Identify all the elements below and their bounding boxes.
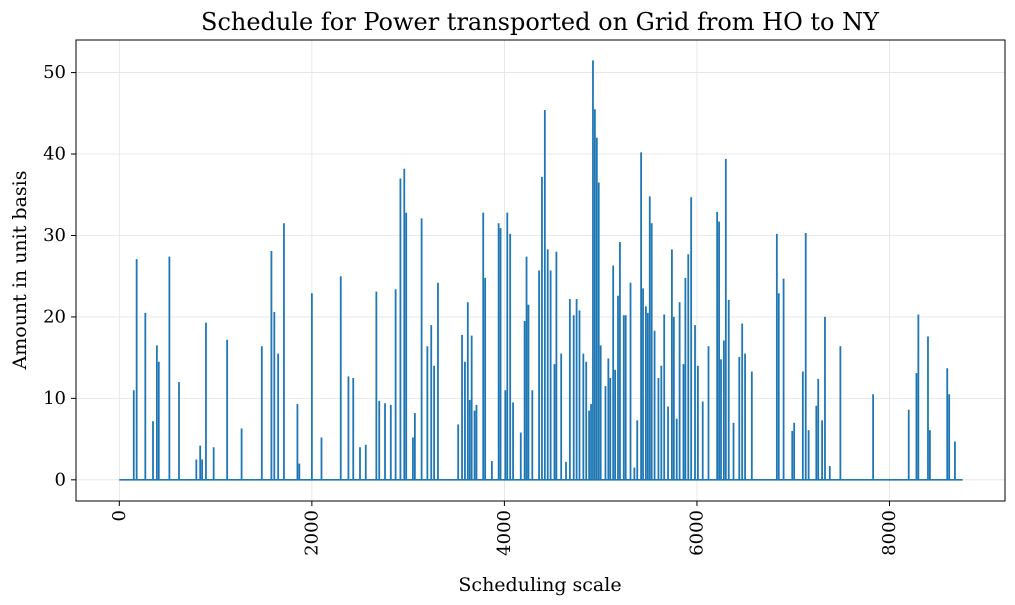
y-tick-label: 30 [43, 225, 66, 246]
x-tick-label: 4000 [494, 510, 515, 556]
series-line [119, 60, 963, 481]
axis-ticks: 0 2000 4000 6000 8000 0 10 20 30 40 50 [43, 62, 900, 556]
y-tick-label: 10 [43, 388, 66, 409]
y-tick-label: 50 [43, 62, 66, 83]
x-tick-label: 2000 [301, 510, 322, 556]
grid [76, 40, 1005, 501]
y-axis-label: Amount in unit basis [9, 171, 31, 371]
x-tick-label: 8000 [879, 510, 900, 556]
plot-frame [75, 39, 1006, 502]
y-tick-label: 0 [55, 469, 66, 490]
y-tick-label: 40 [43, 144, 66, 165]
chart-title: Schedule for Power transported on Grid f… [201, 8, 880, 36]
x-tick-label: 0 [109, 510, 130, 521]
x-tick-label: 6000 [686, 510, 707, 556]
y-tick-label: 20 [43, 306, 66, 327]
x-axis-label: Scheduling scale [458, 574, 621, 596]
